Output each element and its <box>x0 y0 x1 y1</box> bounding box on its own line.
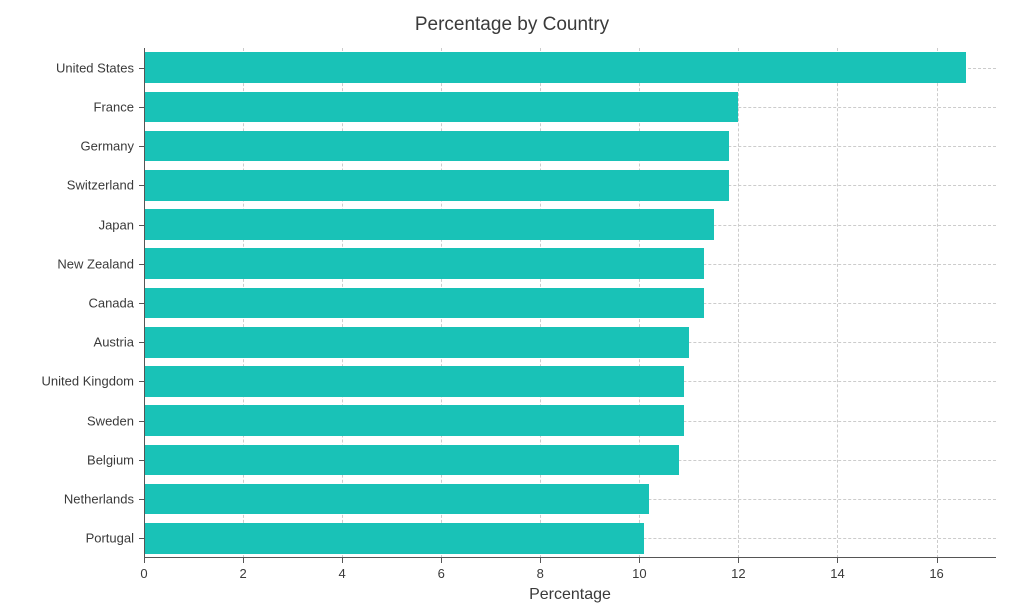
x-tick <box>243 558 244 563</box>
x-tick <box>342 558 343 563</box>
bar <box>144 288 704 319</box>
bar <box>144 445 679 476</box>
y-tick-label: France <box>4 99 134 114</box>
y-tick-label: Belgium <box>4 452 134 467</box>
y-tick-label: United States <box>4 60 134 75</box>
y-axis-spine <box>144 48 145 558</box>
bar <box>144 209 714 240</box>
bar <box>144 484 649 515</box>
plot-area: 0246810121416United StatesFranceGermanyS… <box>144 48 996 558</box>
x-tick-label: 0 <box>140 566 147 581</box>
x-tick-label: 16 <box>929 566 943 581</box>
bar <box>144 52 966 83</box>
y-tick-label: New Zealand <box>4 256 134 271</box>
bar <box>144 366 684 397</box>
y-tick-label: Netherlands <box>4 492 134 507</box>
x-tick-label: 4 <box>339 566 346 581</box>
x-axis-spine <box>144 557 996 558</box>
x-tick <box>639 558 640 563</box>
chart-container: Percentage by Country 0246810121416Unite… <box>0 0 1024 614</box>
x-tick-label: 8 <box>537 566 544 581</box>
x-tick <box>837 558 838 563</box>
bar <box>144 248 704 279</box>
x-tick <box>144 558 145 563</box>
bar <box>144 327 689 358</box>
chart-title: Percentage by Country <box>0 14 1024 36</box>
x-tick <box>937 558 938 563</box>
x-axis-label: Percentage <box>529 586 611 604</box>
x-tick-label: 2 <box>239 566 246 581</box>
y-tick-label: Sweden <box>4 413 134 428</box>
x-tick-label: 6 <box>438 566 445 581</box>
y-tick-label: Austria <box>4 335 134 350</box>
bar <box>144 131 729 162</box>
x-tick <box>441 558 442 563</box>
x-tick-label: 10 <box>632 566 646 581</box>
x-tick <box>540 558 541 563</box>
x-tick-label: 14 <box>830 566 844 581</box>
y-tick-label: Switzerland <box>4 178 134 193</box>
x-tick-label: 12 <box>731 566 745 581</box>
y-tick-label: United Kingdom <box>4 374 134 389</box>
x-tick <box>738 558 739 563</box>
y-tick-label: Portugal <box>4 531 134 546</box>
bar <box>144 170 729 201</box>
bar <box>144 405 684 436</box>
y-tick-label: Japan <box>4 217 134 232</box>
y-tick-label: Canada <box>4 296 134 311</box>
bar <box>144 92 738 123</box>
y-tick-label: Germany <box>4 139 134 154</box>
bar <box>144 523 644 554</box>
